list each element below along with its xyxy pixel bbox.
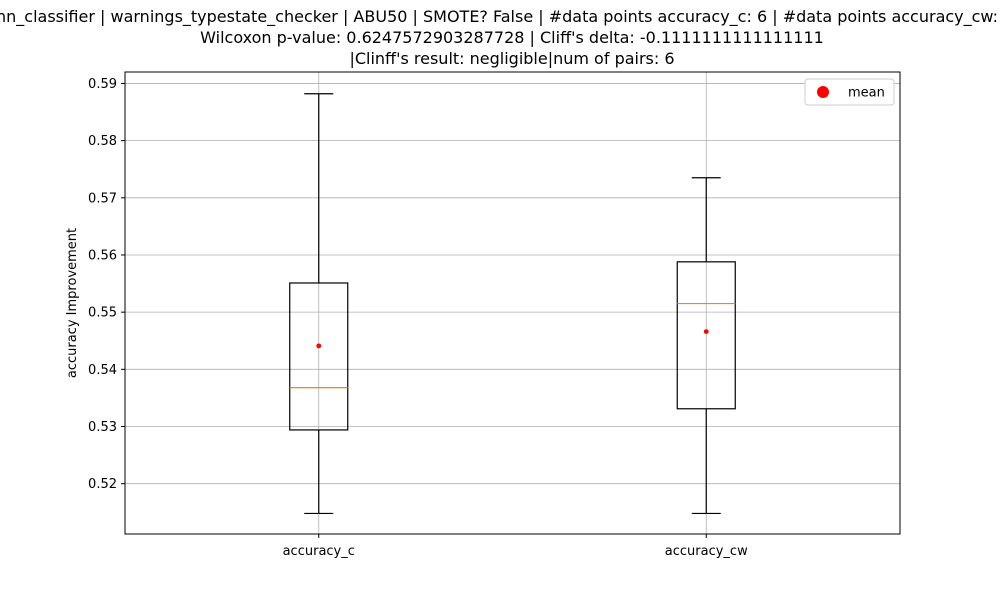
y-tick-label: 0.52 [88,477,117,492]
y-tick-label: 0.55 [88,306,117,321]
y-tick-label: 0.53 [88,420,117,435]
y-tick-label: 0.54 [88,363,117,378]
y-tick-label: 0.56 [88,248,117,263]
y-axis-label: accuracy Improvement [65,228,80,378]
boxes [289,93,736,515]
y-tick-label: 0.57 [88,191,117,206]
legend-mean-label: mean [848,86,885,101]
iqr-box [289,282,349,431]
grid-lines [125,72,900,534]
x-tick-label: accuracy_cw [665,544,748,559]
mean-marker [703,329,709,334]
x-tick-label: accuracy_c [283,544,355,559]
box-accuracy_c [289,93,349,515]
x-axis-ticks: accuracy_c accuracy_cw [283,534,748,559]
title-line-1: knn_classifier | warnings_typestate_chec… [0,7,1000,27]
plot-area-frame [124,71,901,535]
y-tick-label: 0.58 [88,134,117,149]
legend-frame [804,78,895,106]
legend-mean-marker [817,86,829,98]
title-line-3: |Clinff's result: negligible|num of pair… [349,49,674,68]
chart-title: knn_classifier | warnings_typestate_chec… [0,7,1000,68]
box-accuracy_cw [676,177,736,515]
iqr-box [676,261,736,410]
mean-marker [316,343,322,349]
y-axis-ticks: 0.52 0.53 0.54 0.55 0.56 0.57 0.58 0.59 [88,77,125,492]
title-line-2: Wilcoxon p-value: 0.6247572903287728 | C… [200,28,824,47]
y-tick-label: 0.59 [88,77,117,92]
legend: mean [804,78,895,106]
